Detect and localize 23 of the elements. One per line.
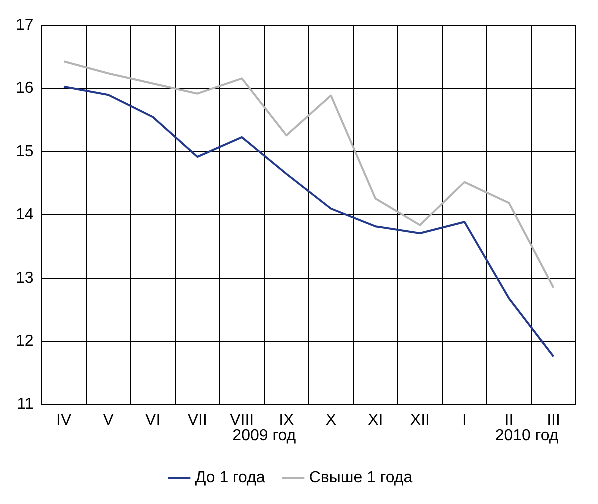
y-tick-label: 12 bbox=[16, 333, 34, 350]
y-tick-label: 11 bbox=[17, 396, 34, 414]
legend-label: Свыше 1 года bbox=[309, 469, 413, 486]
x-tick-label: XII bbox=[410, 412, 430, 429]
x-tick-label: VII bbox=[188, 412, 208, 429]
text: 2010 год bbox=[495, 427, 560, 444]
y-tick-label: 13 bbox=[16, 270, 34, 287]
x-tick-label: II bbox=[504, 412, 514, 429]
x-tick-label: VI bbox=[146, 412, 161, 429]
x-tick-label: IV bbox=[56, 412, 72, 429]
x-tick-label: XI bbox=[368, 412, 384, 429]
x-tick-label: V bbox=[103, 412, 114, 429]
x-tick-label: IX bbox=[279, 412, 295, 429]
x-tick-label: III bbox=[547, 412, 560, 429]
x-tick-label: X bbox=[326, 412, 337, 429]
text: 2009 год bbox=[232, 427, 297, 444]
x-tick-label: VIII bbox=[230, 412, 254, 429]
y-tick-label: 17 bbox=[16, 17, 34, 34]
y-tick-label: 14 bbox=[16, 206, 34, 224]
x-tick-label: I bbox=[462, 412, 467, 429]
legend-label: До 1 года bbox=[195, 469, 266, 486]
y-tick-label: 15 bbox=[16, 143, 34, 160]
y-tick-label: 16 bbox=[16, 80, 34, 98]
